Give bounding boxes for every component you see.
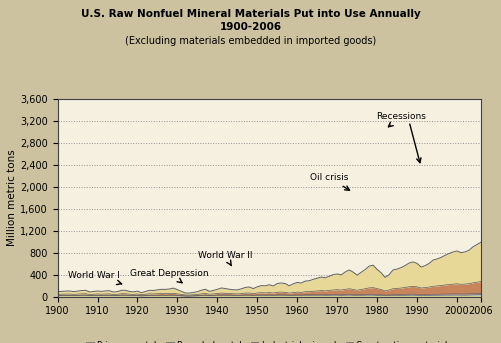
Text: (Excluding materials embedded in imported goods): (Excluding materials embedded in importe… xyxy=(125,36,376,46)
Text: Great Depression: Great Depression xyxy=(130,269,209,283)
Text: Recessions: Recessions xyxy=(376,111,426,127)
Text: Oil crisis: Oil crisis xyxy=(310,173,350,190)
Legend: Primary metals, Recycled metals, Industrial minerals, Construction materials: Primary metals, Recycled metals, Industr… xyxy=(83,338,455,343)
Text: 1900-2006: 1900-2006 xyxy=(219,22,282,32)
Text: U.S. Raw Nonfuel Mineral Materials Put into Use Annually: U.S. Raw Nonfuel Mineral Materials Put i… xyxy=(81,9,420,19)
Y-axis label: Million metric tons: Million metric tons xyxy=(8,150,18,247)
Text: World War II: World War II xyxy=(198,251,253,265)
Text: World War I: World War I xyxy=(68,271,122,285)
